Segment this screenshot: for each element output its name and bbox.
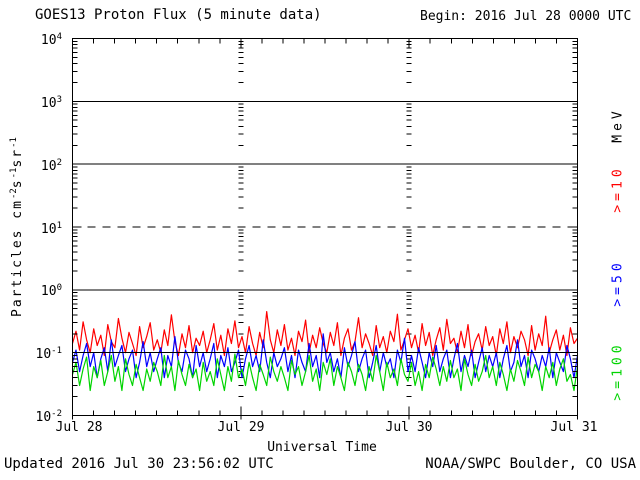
x-tick-jul28: Jul 28 — [55, 420, 103, 435]
legend-ge10: >=10 — [610, 165, 626, 213]
y-tick-1e1: 101 — [40, 221, 62, 237]
y-tick-1e-1: 10-1 — [35, 346, 63, 362]
legend-units-mev: MeV — [610, 107, 626, 143]
y-tick-1e-2: 10-2 — [35, 409, 63, 425]
y-tick-1e0: 100 — [40, 283, 62, 299]
x-axis-label: Universal Time — [267, 440, 377, 455]
y-tick-1e3: 103 — [40, 95, 62, 111]
credit-text: NOAA/SWPC Boulder, CO USA — [425, 456, 636, 472]
y-axis-label: Particles cm-2s-1sr-1 — [9, 137, 25, 317]
updated-timestamp: Updated 2016 Jul 30 23:56:02 UTC — [4, 456, 274, 472]
begin-timestamp: Begin: 2016 Jul 28 0000 UTC — [420, 9, 632, 24]
legend-ge100: >=100 — [610, 341, 626, 401]
y-tick-1e4: 104 — [40, 32, 62, 48]
y-tick-1e2: 102 — [40, 158, 62, 174]
x-tick-jul29: Jul 29 — [217, 420, 265, 435]
legend-ge50: >=50 — [610, 259, 626, 307]
x-tick-jul31: Jul 31 — [550, 420, 598, 435]
page-title: GOES13 Proton Flux (5 minute data) — [35, 7, 322, 23]
x-tick-jul30: Jul 30 — [385, 420, 433, 435]
